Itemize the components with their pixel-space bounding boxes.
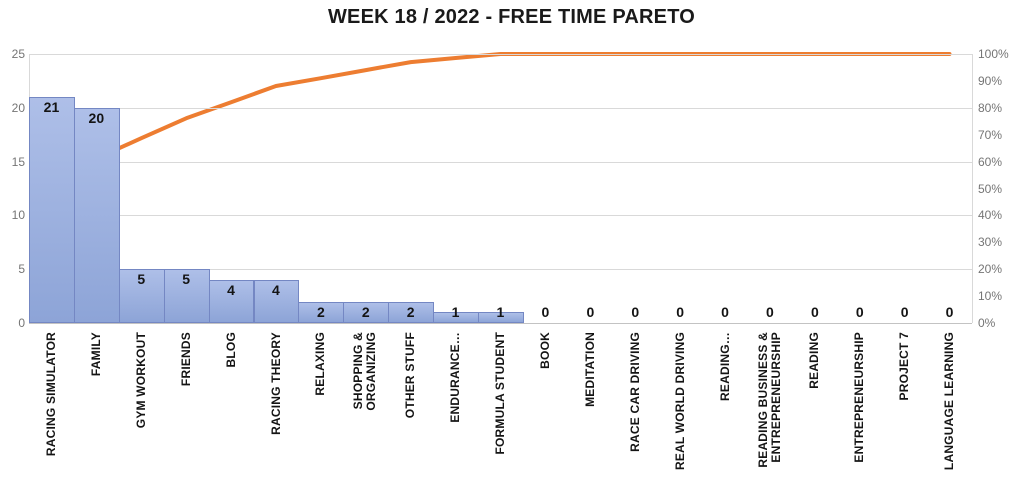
bar-value-label: 4 bbox=[272, 282, 280, 298]
category-label: RACING THEORY bbox=[268, 332, 283, 435]
pct-axis-tick-label: 80% bbox=[978, 100, 1003, 115]
bar bbox=[73, 107, 120, 323]
y-axis-tick-label: 10 bbox=[11, 208, 25, 223]
category-label: READING BUSINESS & ENTREPRENEURSHIP bbox=[755, 332, 783, 468]
bar-value-label: 0 bbox=[631, 304, 640, 320]
category-label-slot: LANGUAGE LEARNING bbox=[927, 332, 972, 478]
category-label-slot: BOOK bbox=[523, 332, 568, 478]
bar-value-label: 0 bbox=[810, 304, 819, 320]
category-label: RACE CAR DRIVING bbox=[627, 332, 642, 452]
bar bbox=[478, 312, 524, 323]
chart-title: WEEK 18 / 2022 - FREE TIME PARETO bbox=[327, 6, 696, 28]
bar-value-label: 0 bbox=[900, 304, 909, 320]
category-label: ENTREPRENEURSHIP bbox=[851, 332, 866, 463]
category-label: REAL WORLD DRIVING bbox=[672, 332, 687, 471]
bar-value-label: 0 bbox=[676, 304, 685, 320]
category-label: READING bbox=[807, 332, 822, 389]
gridline bbox=[29, 161, 972, 163]
bar-value-label: 5 bbox=[182, 271, 191, 288]
pct-axis-tick-label: 40% bbox=[978, 208, 1003, 223]
category-label-slot: FAMILY bbox=[74, 332, 119, 478]
plot-border-right bbox=[972, 54, 973, 323]
bar-value-label: 0 bbox=[945, 304, 954, 320]
pct-axis-tick-label: 60% bbox=[978, 154, 1003, 169]
y-axis-tick-label: 15 bbox=[11, 154, 25, 169]
bar-value-label: 2 bbox=[316, 303, 325, 320]
y-axis-tick-label: 5 bbox=[18, 262, 25, 277]
category-label-slot: REAL WORLD DRIVING bbox=[658, 332, 703, 478]
category-label: FORMULA STUDENT bbox=[492, 332, 507, 455]
category-label: MEDITATION bbox=[582, 332, 597, 407]
category-label: ENDURANCE… bbox=[447, 332, 462, 423]
category-label-slot: READING BUSINESS & ENTREPRENEURSHIP bbox=[748, 332, 793, 478]
y-axis-tick-label: 20 bbox=[11, 100, 25, 115]
category-label: BLOG bbox=[223, 332, 238, 368]
category-label: READING… bbox=[717, 332, 732, 401]
pct-axis-tick-label: 90% bbox=[978, 73, 1003, 88]
category-label-slot: BLOG bbox=[209, 332, 254, 478]
category-label: LANGUAGE LEARNING bbox=[941, 332, 956, 471]
pct-axis-tick-label: 10% bbox=[978, 289, 1003, 304]
gridline bbox=[29, 269, 972, 271]
bar-value-label: 0 bbox=[855, 304, 864, 320]
category-label: PROJECT 7 bbox=[896, 332, 911, 401]
y-axis-tick-label: 0 bbox=[18, 316, 25, 330]
bar-value-label: 21 bbox=[43, 99, 60, 115]
bar bbox=[29, 97, 75, 323]
bar-value-label: 20 bbox=[88, 109, 105, 126]
category-label: FAMILY bbox=[88, 332, 103, 377]
category-label: RELAXING bbox=[313, 332, 328, 396]
bar-value-label: 4 bbox=[227, 282, 235, 298]
gridline bbox=[29, 215, 972, 217]
category-label: BOOK bbox=[537, 332, 552, 369]
category-label: RACING SIMULATOR bbox=[43, 332, 58, 457]
pct-axis-tick-label: 100% bbox=[978, 47, 1009, 61]
bar bbox=[163, 269, 210, 323]
bar-value-label: 1 bbox=[496, 304, 505, 320]
category-label: OTHER STUFF bbox=[402, 332, 417, 419]
category-label-slot: PROJECT 7 bbox=[882, 332, 927, 478]
category-label-slot: RACING THEORY bbox=[254, 332, 299, 478]
bar-value-label: 5 bbox=[137, 271, 146, 288]
pct-axis-tick-label: 50% bbox=[978, 181, 1003, 196]
category-label-slot: READING… bbox=[703, 332, 748, 478]
bar-value-label: 2 bbox=[361, 303, 370, 320]
bar-value-label: 1 bbox=[451, 304, 460, 320]
category-label-slot: OTHER STUFF bbox=[388, 332, 433, 478]
category-label-slot: READING bbox=[792, 332, 837, 478]
x-axis-line bbox=[29, 323, 972, 324]
gridline bbox=[29, 107, 972, 109]
category-label-slot: FRIENDS bbox=[164, 332, 209, 478]
category-label: FRIENDS bbox=[178, 332, 193, 387]
y-axis-tick-label: 25 bbox=[11, 47, 25, 61]
category-label-slot: ENTREPRENEURSHIP bbox=[837, 332, 882, 478]
category-label: GYM WORKOUT bbox=[133, 332, 148, 429]
bar-value-label: 0 bbox=[766, 304, 774, 320]
category-label-slot: SHOPPING & ORGANIZING bbox=[343, 332, 388, 478]
pct-axis-tick-label: 70% bbox=[978, 127, 1003, 142]
pct-axis-tick-label: 20% bbox=[978, 262, 1003, 277]
gridline bbox=[29, 54, 972, 55]
category-label-slot: MEDITATION bbox=[568, 332, 613, 478]
bar-value-label: 0 bbox=[586, 304, 595, 320]
category-label: SHOPPING & ORGANIZING bbox=[351, 332, 379, 411]
category-label-slot: GYM WORKOUT bbox=[119, 332, 164, 478]
category-label-slot: RACE CAR DRIVING bbox=[613, 332, 658, 478]
category-label-slot: ENDURANCE… bbox=[433, 332, 478, 478]
pct-axis-tick-label: 0% bbox=[978, 316, 996, 330]
cumulative-line bbox=[49, 52, 952, 241]
category-label-slot: RACING SIMULATOR bbox=[29, 332, 74, 478]
category-label-slot: RELAXING bbox=[298, 332, 343, 478]
bar-value-label: 2 bbox=[406, 303, 415, 320]
bar-value-label: 0 bbox=[541, 304, 550, 320]
pct-axis-tick-label: 30% bbox=[978, 235, 1003, 250]
bar-value-label: 0 bbox=[721, 304, 729, 320]
category-label-slot: FORMULA STUDENT bbox=[478, 332, 523, 478]
